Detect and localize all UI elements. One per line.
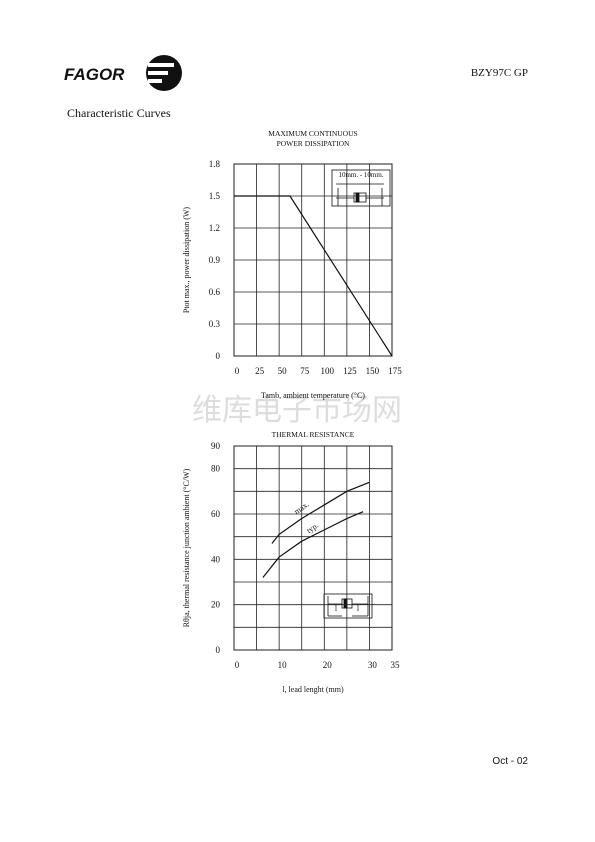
annotation: 10mm. - 10mm. [338, 171, 383, 179]
footer: Oct - 02 [492, 756, 528, 767]
section-title: Characteristic Curves [67, 106, 171, 120]
chart-title: MAXIMUM CONTINUOUS [268, 129, 357, 138]
x-tick-label: 0 [235, 660, 240, 670]
logo-mark [146, 55, 182, 91]
y-tick-label: 20 [211, 600, 221, 610]
part-number: BZY97C GP [471, 67, 528, 79]
x-tick-label: 20 [323, 660, 333, 670]
x-tick-label: 150 [366, 366, 380, 376]
y-tick-label: 1.8 [209, 159, 221, 169]
y-tick-label: 40 [211, 554, 221, 564]
y-axis-label: Ptot max., power dissipation (W) [182, 207, 191, 314]
x-tick-label: 175 [388, 366, 402, 376]
curve [234, 195, 393, 357]
curve [262, 511, 364, 578]
x-axis-label: Tamb, ambient temperature (°C) [261, 391, 365, 400]
y-tick-label: 60 [211, 509, 221, 519]
y-tick-label: 0.6 [209, 287, 221, 297]
x-tick-label: 0 [235, 366, 240, 376]
annotation: l [357, 604, 360, 613]
y-tick-label: 1.2 [209, 223, 220, 233]
watermark: 维库电子市场网 [192, 394, 402, 427]
brand: FAGOR [64, 65, 125, 84]
inset-diagram [323, 593, 373, 619]
y-tick-label: 0.9 [209, 255, 221, 265]
x-tick-label: 25 [255, 366, 265, 376]
x-tick-label: 10 [278, 660, 288, 670]
x-tick-label: 50 [278, 366, 288, 376]
plot-frame [233, 445, 393, 651]
x-tick-label: 125 [343, 366, 357, 376]
x-tick-label: 100 [321, 366, 335, 376]
y-tick-label: 1.5 [209, 191, 221, 201]
chart-title: THERMAL RESISTANCE [272, 430, 355, 439]
chart-title: POWER DISSIPATION [277, 139, 350, 148]
x-tick-label: 75 [300, 366, 310, 376]
y-tick-label: 0 [216, 351, 221, 361]
x-axis-label: l, lead lenght (mm) [282, 685, 344, 694]
inset-diagram [331, 169, 391, 207]
curve [271, 481, 370, 544]
annotation: l [335, 604, 338, 613]
x-tick-label: 35 [391, 660, 401, 670]
y-tick-label: 80 [211, 464, 221, 474]
x-tick-label: 30 [368, 660, 378, 670]
y-tick-label: 90 [211, 441, 221, 451]
y-tick-label: 0 [216, 645, 221, 655]
y-axis-label: Rθja, thermal resistance junction ambien… [182, 468, 191, 627]
y-tick-label: 0.3 [209, 319, 221, 329]
